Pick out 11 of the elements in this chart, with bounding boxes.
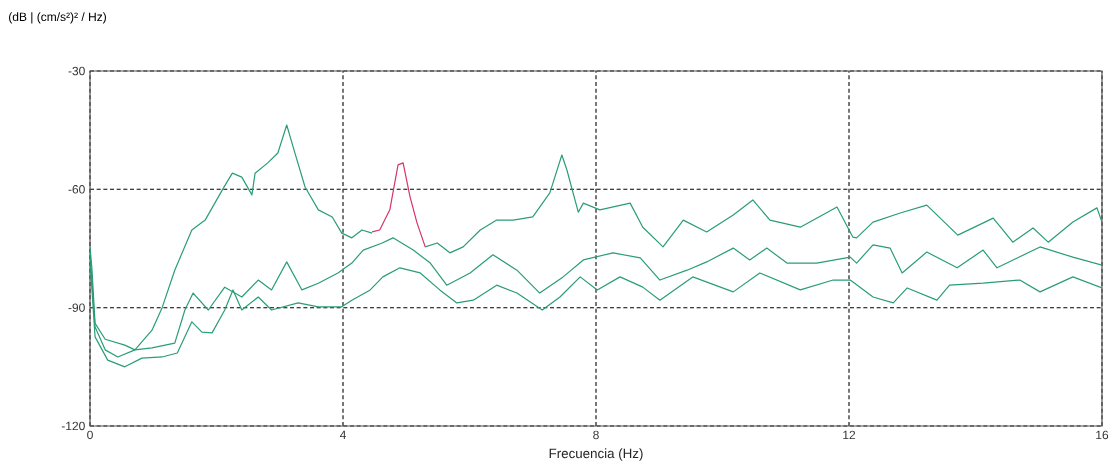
- y-tick-label: -30: [68, 66, 85, 76]
- x-tick-label: 4: [339, 430, 346, 439]
- x-tick-label: 8: [593, 430, 599, 440]
- y-tick-label: -120: [61, 421, 85, 431]
- y-axis-title: (dB | (cm/s²)² / Hz): [9, 12, 106, 24]
- y-tick-label: -60: [68, 185, 85, 194]
- x-tick-label: 0: [87, 430, 93, 440]
- x-tick-label: 16: [1096, 430, 1109, 440]
- y-tick-label: -90: [68, 303, 85, 312]
- x-axis-title: Frecuencia (Hz): [549, 448, 643, 461]
- x-tick-label: 12: [843, 430, 856, 440]
